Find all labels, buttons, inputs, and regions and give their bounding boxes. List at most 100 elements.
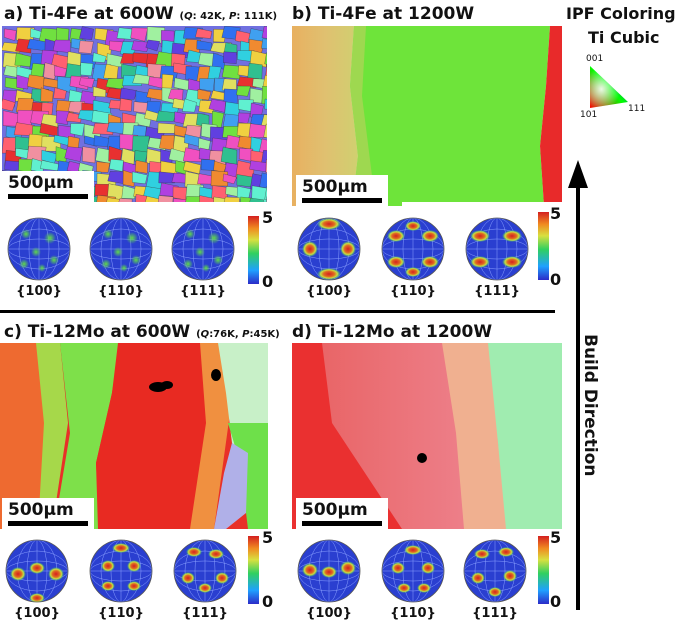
grain: [64, 146, 83, 162]
coarse-grain-map-b: [292, 26, 562, 206]
grain: [116, 27, 134, 40]
grain: [185, 196, 204, 202]
grain: [158, 195, 174, 202]
grain: [222, 173, 237, 185]
pole-label-c-110: {110}: [98, 606, 144, 621]
grain: [208, 99, 226, 113]
grain: [55, 110, 70, 125]
grain: [2, 98, 16, 112]
grain: [78, 40, 94, 54]
grain: [106, 197, 124, 202]
scale-bar-c: 500µm: [2, 498, 94, 529]
pole-figure-d-111: [462, 538, 528, 604]
grain: [122, 170, 135, 187]
panel-b-title: b) Ti-4Fe at 1200W: [292, 4, 475, 24]
grain: [96, 161, 110, 173]
grain: [259, 138, 267, 154]
ipf-corner-001: 001: [586, 54, 604, 64]
pole-label-b-110: {110}: [390, 284, 436, 299]
grain: [4, 28, 17, 41]
grain: [182, 98, 197, 113]
pole-label-a-111: {111}: [180, 284, 226, 299]
grain: [92, 52, 107, 63]
colorbar-b-max: 5: [550, 204, 562, 223]
grain: [109, 159, 124, 172]
grain: [145, 39, 160, 52]
scale-bar-b: 500µm: [296, 175, 388, 206]
panel-c-title: c) Ti-12Mo at 600W (Q:76K, P:45K): [4, 322, 280, 342]
grain: [43, 62, 58, 80]
grain: [95, 147, 112, 164]
grain: [156, 110, 177, 122]
ipf-triangle: [590, 66, 628, 108]
grain: [144, 109, 159, 122]
grain: [134, 160, 148, 174]
pole-label-d-110: {110}: [390, 606, 436, 621]
grain: [199, 78, 215, 92]
panel-d-title: d) Ti-12Mo at 1200W: [292, 322, 493, 342]
grain: [70, 123, 85, 137]
panel-d-ebsd-map: 500µm: [292, 343, 562, 529]
legend-title: IPF Coloring: [566, 4, 676, 23]
pole-figure-b-100: [296, 216, 362, 282]
coarse-grain-map-c: [0, 343, 268, 529]
grain: [130, 27, 148, 42]
panel-a-title: a) Ti-4Fe at 600W (Q: 42K, P: 111K): [4, 4, 278, 24]
pole-figure-a-100: [6, 216, 72, 282]
scale-bar-a: 500µm: [2, 171, 94, 202]
pole-label-d-100: {100}: [306, 606, 352, 621]
grain: [132, 171, 148, 184]
grain: [92, 86, 106, 98]
grain: [249, 160, 267, 173]
colorbar-a: [248, 216, 259, 284]
grain: [173, 198, 189, 202]
grain: [40, 87, 54, 103]
pole-label-a-100: {100}: [16, 284, 62, 299]
grain: [261, 114, 267, 127]
grain: [261, 38, 267, 50]
grain: [120, 148, 135, 165]
panel-b-ebsd-map: 500µm: [292, 26, 562, 206]
grain: [53, 134, 71, 146]
panel-a-ebsd-map: 500µm: [2, 26, 267, 202]
grain: [135, 194, 148, 202]
grain: [264, 186, 267, 201]
grain: [259, 172, 267, 189]
colorbar-c: [248, 536, 259, 604]
pole-label-b-111: {111}: [474, 284, 520, 299]
scale-bar-d: 500µm: [296, 498, 388, 529]
grain: [16, 74, 31, 90]
panel-c-ebsd-map: 500µm: [0, 343, 268, 529]
grain: [195, 28, 213, 39]
colorbar-c-max: 5: [262, 528, 274, 547]
build-direction-arrow: [568, 160, 588, 610]
pole-label-b-100: {100}: [306, 284, 352, 299]
colorbar-b: [538, 212, 549, 280]
grain: [223, 51, 237, 64]
pole-figure-a-111: [170, 216, 236, 282]
grain: [79, 26, 94, 40]
pole-label-c-111: {111}: [182, 606, 228, 621]
grain: [221, 64, 240, 80]
grain: [131, 40, 150, 52]
grain: [82, 146, 96, 164]
grain: [266, 196, 267, 202]
grain: [54, 65, 67, 77]
grain: [223, 196, 240, 202]
legend-subtitle: Ti Cubic: [588, 28, 660, 47]
grain: [121, 185, 136, 199]
grain: [249, 50, 267, 68]
grain: [157, 122, 177, 134]
grain: [119, 87, 138, 100]
grain: [265, 159, 267, 173]
pole-figure-d-100: [296, 538, 362, 604]
grain: [263, 123, 267, 138]
pole-figure-b-111: [464, 216, 530, 282]
grain: [251, 185, 267, 202]
pole-figure-c-111: [172, 538, 238, 604]
pole-figure-a-110: [88, 216, 154, 282]
grain: [264, 98, 267, 110]
grain: [80, 62, 94, 76]
grain: [201, 159, 216, 171]
build-direction-label: Build Direction: [580, 334, 600, 477]
